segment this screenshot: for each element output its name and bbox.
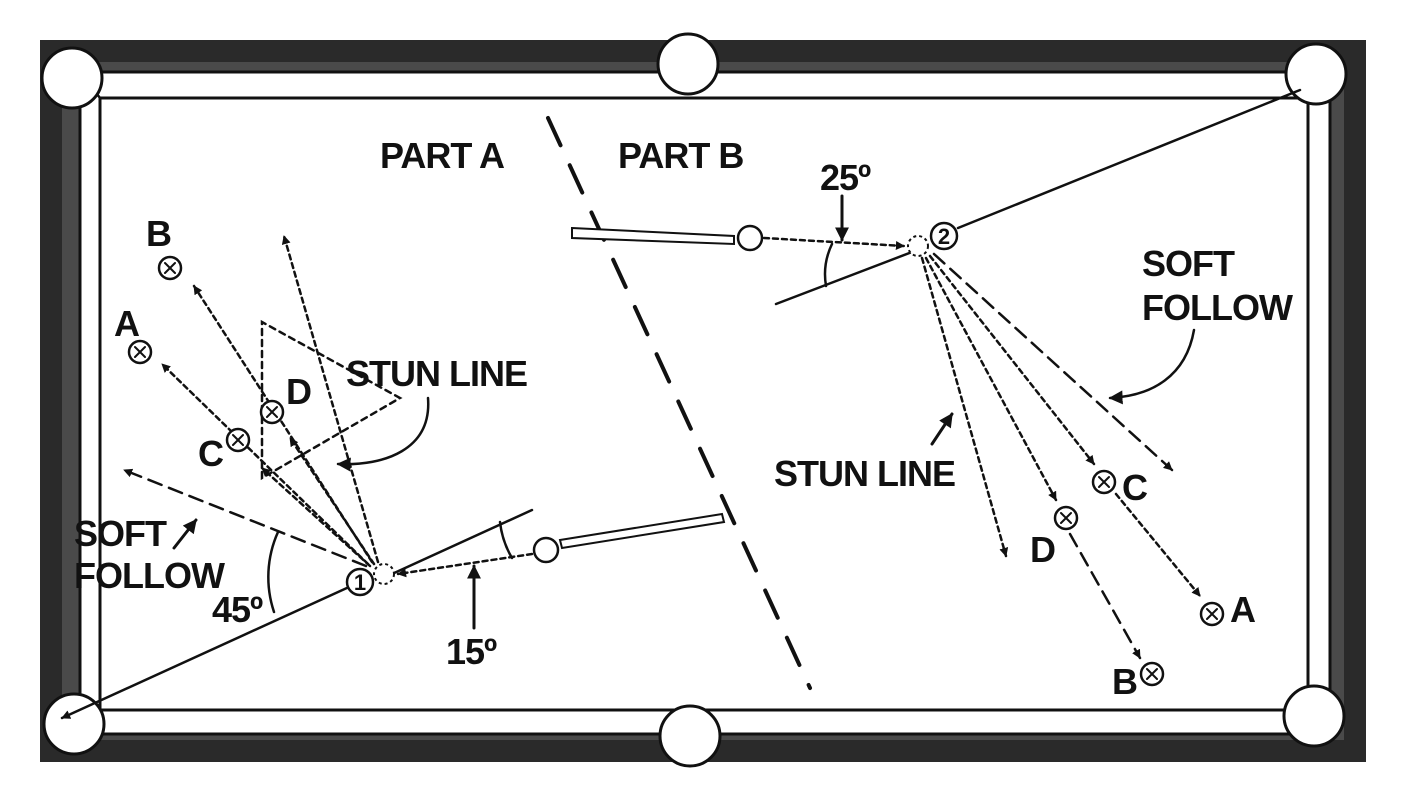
pocket-bottom-left xyxy=(42,692,106,756)
part-b-stun-path xyxy=(920,256,1009,558)
part-b-path-c xyxy=(928,254,1096,466)
part-a-label-d: D xyxy=(286,371,311,412)
part-b-soft-follow-path xyxy=(932,252,1174,472)
part-b-ghost-ball xyxy=(907,235,929,257)
part-a-stun-label: STUN LINE xyxy=(346,353,527,394)
part-b-soft-label: SOFT xyxy=(1142,243,1235,284)
pockets xyxy=(40,32,1348,768)
part-a: PART A 1 STUN LINE B xyxy=(60,135,726,720)
part-b: PART B 2 C D A B STUN LINE xyxy=(571,88,1302,702)
part-b-cue-ball xyxy=(736,224,764,252)
pocket-top-right xyxy=(1284,42,1348,106)
part-a-follow-label: FOLLOW xyxy=(74,555,225,596)
part-a-cue-stick xyxy=(558,512,726,550)
part-a-stun-pointer xyxy=(336,396,430,472)
part-a-object-ball xyxy=(345,567,375,597)
part-a-path-a xyxy=(160,362,370,566)
part-b-soft-pointer xyxy=(1108,328,1196,405)
part-b-tangent-line xyxy=(774,250,914,306)
part-b-object-ball xyxy=(929,221,959,251)
part-b-angle-25: 25º xyxy=(820,157,871,198)
part-a-angle-15: 15º xyxy=(446,631,497,672)
part-a-label-a: A xyxy=(114,303,140,344)
part-a-angle-45: 45º xyxy=(212,589,263,630)
part-b-path-a xyxy=(1114,492,1202,598)
part-b-follow-label: FOLLOW xyxy=(1142,287,1293,328)
part-a-stun-triangle xyxy=(260,319,403,481)
part-a-soft-follow-path xyxy=(122,468,368,568)
part-a-soft-pointer xyxy=(172,518,198,550)
part-b-title: PART B xyxy=(618,135,743,176)
part-a-45-arc xyxy=(267,530,280,614)
part-b-path-d xyxy=(924,256,1058,502)
part-b-cue-path xyxy=(762,236,906,251)
part-b-target-crosses xyxy=(1060,476,1218,680)
part-divider xyxy=(546,116,812,690)
part-a-ghost-ball xyxy=(373,563,395,585)
part-b-ball-number: 2 xyxy=(938,224,950,249)
part-b-cue-stick xyxy=(571,226,735,246)
part-a-soft-label: SOFT xyxy=(74,513,167,554)
part-b-path-b xyxy=(1068,532,1142,660)
part-a-ball-number: 1 xyxy=(354,570,366,595)
part-a-path-c xyxy=(260,466,372,568)
pocket-top-left xyxy=(40,46,104,110)
part-a-path-d-extended xyxy=(281,234,380,564)
part-b-stun-label: STUN LINE xyxy=(774,453,955,494)
part-a-tangent-line xyxy=(390,508,534,576)
part-a-label-b: B xyxy=(146,213,171,254)
part-a-object-ball-path xyxy=(60,580,362,720)
part-b-object-ball-path xyxy=(956,88,1302,230)
part-a-label-c: C xyxy=(198,433,224,474)
part-b-label-b: B xyxy=(1112,661,1137,702)
pocket-bottom-middle xyxy=(658,704,722,768)
part-a-title: PART A xyxy=(380,135,505,176)
part-a-cue-path xyxy=(396,552,534,578)
pocket-top-middle xyxy=(656,32,720,96)
part-b-label-d: D xyxy=(1030,529,1055,570)
part-a-path-d xyxy=(288,436,376,566)
part-a-cue-ball xyxy=(532,536,560,564)
part-b-label-c: C xyxy=(1122,467,1148,508)
pocket-bottom-right xyxy=(1282,684,1346,748)
part-b-25-arc xyxy=(823,242,834,288)
part-b-label-a: A xyxy=(1230,589,1256,630)
part-b-stun-pointer xyxy=(930,412,954,446)
part-a-target-crosses xyxy=(134,262,278,446)
